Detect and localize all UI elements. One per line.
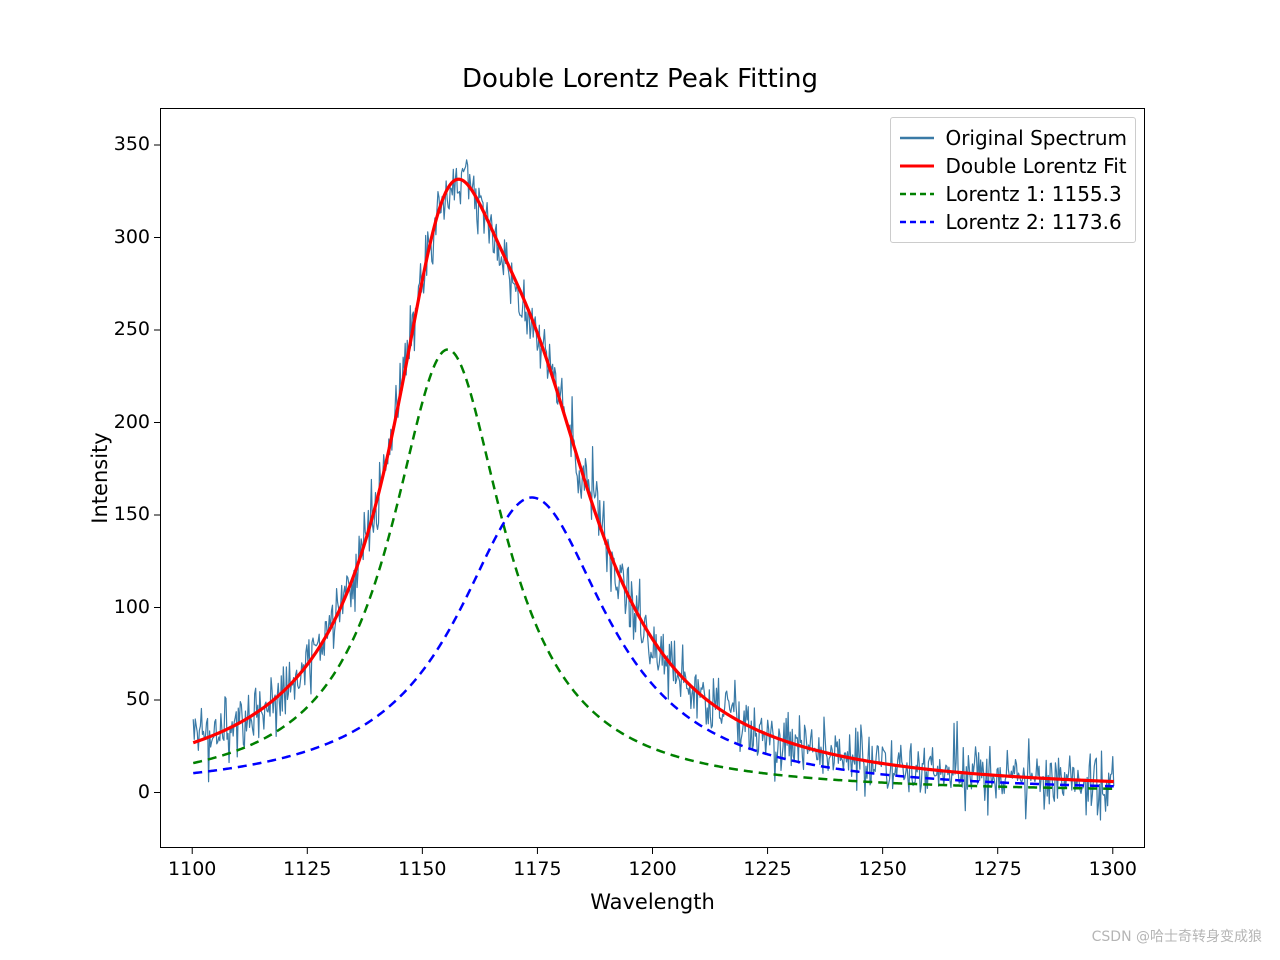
x-axis-label: Wavelength xyxy=(160,890,1145,914)
series-lorentz-1 xyxy=(193,350,1114,789)
legend: Original Spectrum Double Lorentz Fit Loren… xyxy=(890,117,1136,243)
y-tick-label: 350 xyxy=(114,133,150,155)
x-tick-label: 1150 xyxy=(392,858,452,880)
legend-item: Lorentz 1: 1155.3 xyxy=(899,180,1127,208)
y-axis-label: Intensity xyxy=(88,418,112,538)
chart-title: Double Lorentz Peak Fitting xyxy=(0,64,1280,94)
legend-label: Original Spectrum xyxy=(945,126,1127,150)
legend-label: Lorentz 2: 1173.6 xyxy=(945,210,1121,234)
x-tick-label: 1275 xyxy=(968,858,1028,880)
y-tick-label: 250 xyxy=(114,318,150,340)
y-tick-label: 50 xyxy=(126,688,150,710)
x-tick-label: 1200 xyxy=(623,858,683,880)
x-tick-label: 1100 xyxy=(162,858,222,880)
y-tick-label: 100 xyxy=(114,596,150,618)
legend-item: Double Lorentz Fit xyxy=(899,152,1127,180)
x-tick-label: 1225 xyxy=(738,858,798,880)
legend-label: Double Lorentz Fit xyxy=(945,154,1126,178)
legend-label: Lorentz 1: 1155.3 xyxy=(945,182,1121,206)
legend-swatch xyxy=(899,213,935,231)
y-tick-label: 200 xyxy=(114,411,150,433)
y-tick-label: 300 xyxy=(114,226,150,248)
figure: Double Lorentz Peak Fitting Original Spe… xyxy=(0,0,1280,960)
plot-area: Original Spectrum Double Lorentz Fit Loren… xyxy=(160,108,1145,848)
x-tick-label: 1125 xyxy=(277,858,337,880)
x-tick-label: 1250 xyxy=(853,858,913,880)
series-original-spectrum xyxy=(193,160,1114,820)
y-tick-label: 0 xyxy=(138,781,150,803)
legend-item: Lorentz 2: 1173.6 xyxy=(899,208,1127,236)
legend-swatch xyxy=(899,157,935,175)
y-tick-label: 150 xyxy=(114,503,150,525)
legend-item: Original Spectrum xyxy=(899,124,1127,152)
series-double-lorentz-fit xyxy=(193,179,1114,781)
legend-swatch xyxy=(899,129,935,147)
legend-swatch xyxy=(899,185,935,203)
x-tick-label: 1175 xyxy=(507,858,567,880)
x-tick-label: 1300 xyxy=(1083,858,1143,880)
watermark: CSDN @哈士奇转身变成狼 xyxy=(1092,926,1262,946)
